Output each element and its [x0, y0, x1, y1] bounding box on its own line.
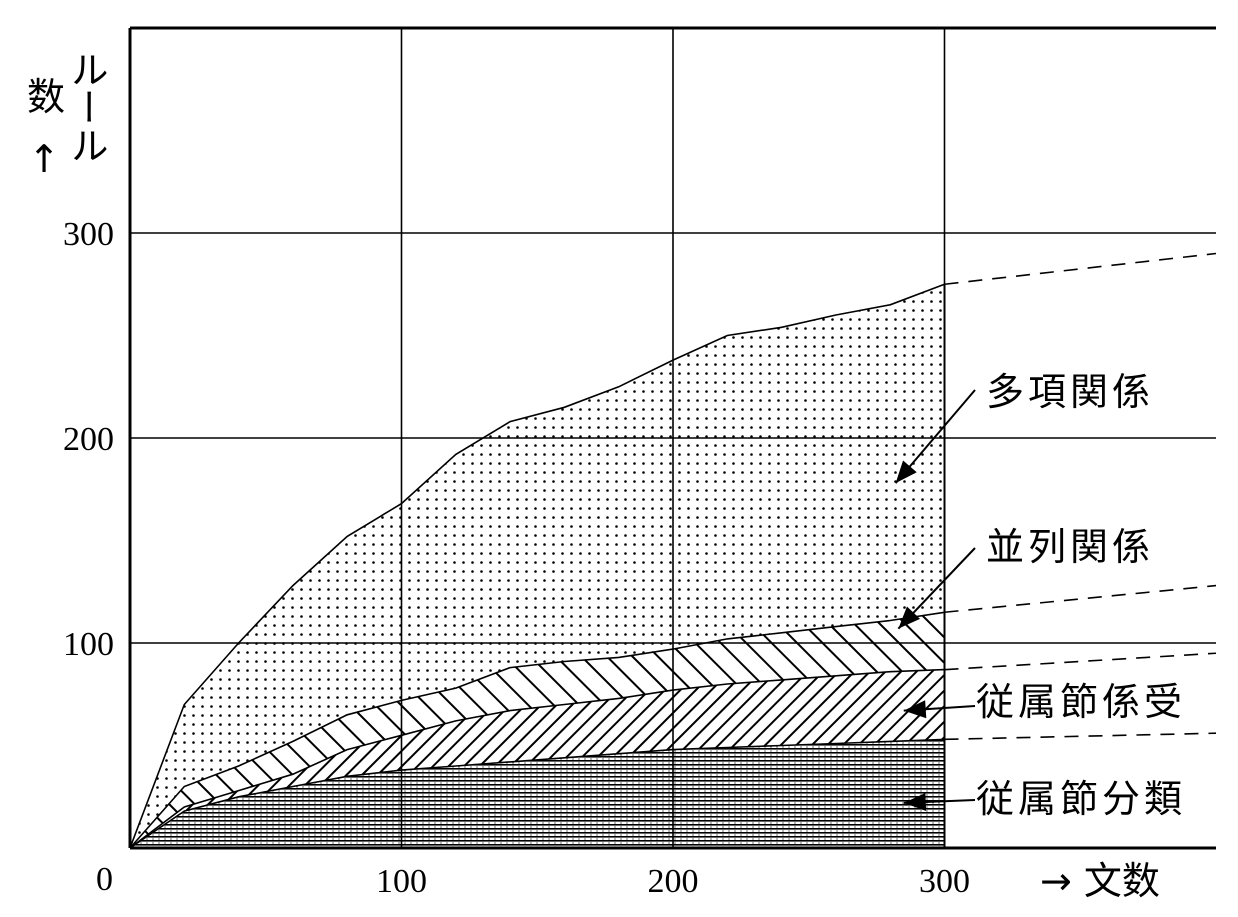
- extrapolation-並列関係: [944, 584, 1217, 614]
- area-従属節分類: [130, 739, 945, 848]
- annotation-label: 多項関係: [986, 370, 1154, 414]
- annotation-label: 並列関係: [986, 525, 1154, 569]
- annotation-label: 従属節分類: [976, 777, 1186, 821]
- y-label-vertical: ルール: [64, 50, 108, 164]
- annotation-arrowhead: [903, 700, 927, 719]
- annotation-arrowhead: [903, 793, 927, 811]
- y-tick-label: 200: [63, 421, 114, 458]
- annotation-arrowhead: [898, 606, 921, 629]
- series-lines: [129, 283, 946, 849]
- y-tick-label: 100: [63, 626, 114, 663]
- y-label-arrow: ↑: [28, 137, 60, 181]
- x-tick-label: 200: [648, 863, 699, 900]
- x-tick-label: 300: [919, 863, 970, 900]
- y-axis-label: 数 ↑ ルール: [27, 50, 108, 181]
- series-line-従属節係受: [129, 668, 945, 849]
- stacked-areas: [130, 284, 945, 848]
- extrapolation-多項関係: [944, 252, 1217, 286]
- origin-label: 0: [96, 861, 113, 898]
- annotation-arrowhead: [895, 460, 917, 484]
- series-line-従属節分類: [129, 738, 945, 849]
- tick-labels: 100 200 300 100 200 300: [63, 216, 970, 900]
- extrapolation-従属節分類: [944, 732, 1217, 741]
- x-axis-label: → 文数: [1040, 859, 1160, 903]
- extrapolation-lines: [944, 252, 1217, 741]
- x-tick-label: 100: [376, 863, 427, 900]
- series-line-並列関係: [129, 611, 945, 849]
- series-line-多項関係: [129, 283, 945, 849]
- plot-frame: [128, 26, 1216, 850]
- annotation-label: 従属節係受: [976, 680, 1186, 724]
- y-tick-label: 300: [63, 216, 114, 253]
- y-label-char: 数: [27, 75, 65, 119]
- extrapolation-従属節係受: [944, 652, 1217, 671]
- gridlines: [130, 28, 1216, 848]
